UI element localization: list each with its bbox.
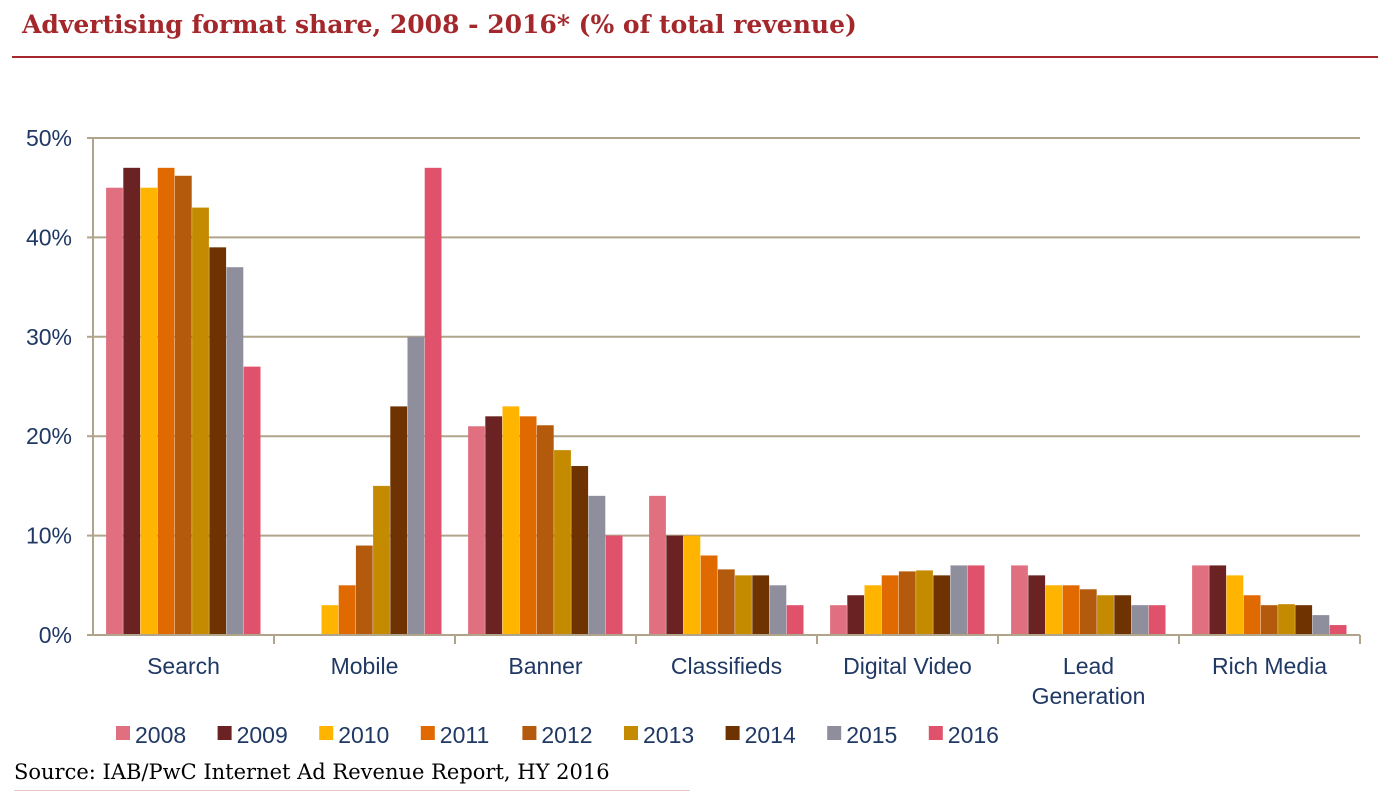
- bar-2011-search: [157, 167, 175, 635]
- legend-label: 2008: [135, 722, 186, 748]
- y-tick-label: 0%: [39, 622, 72, 648]
- chart-title: Advertising format share, 2008 - 2016* (…: [22, 10, 857, 39]
- bar-2011-mobile: [338, 585, 356, 635]
- bar-2015-mobile: [407, 336, 425, 635]
- bar-2013-rich-media: [1278, 604, 1295, 635]
- legend-swatch: [624, 726, 638, 740]
- bar-2008-banner: [468, 426, 485, 635]
- x-tick-label: Banner: [508, 653, 583, 679]
- legend-label: 2010: [338, 722, 389, 748]
- x-tick-label: Generation: [1032, 683, 1146, 709]
- source-note: Source: IAB/PwC Internet Ad Revenue Repo…: [14, 760, 610, 784]
- legend-label: 2015: [846, 722, 897, 748]
- bar-2011-banner: [519, 416, 537, 635]
- bar-2012-lead-generation: [1079, 589, 1097, 635]
- bar-2011-digital-video: [881, 575, 899, 635]
- bar-2009-rich-media: [1209, 565, 1227, 635]
- bar-2014-rich-media: [1295, 605, 1313, 635]
- bar-2016-lead-generation: [1148, 605, 1166, 635]
- bar-2015-lead-generation: [1131, 605, 1149, 635]
- bar-2015-search: [226, 267, 244, 635]
- bar-2016-rich-media: [1329, 625, 1347, 635]
- bar-2015-classifieds: [769, 585, 787, 635]
- bar-2008-search: [106, 187, 123, 635]
- bar-2013-mobile: [373, 485, 390, 635]
- bar-2012-search: [174, 175, 192, 635]
- bar-2010-banner: [502, 406, 520, 635]
- bar-2016-search: [243, 366, 261, 635]
- x-tick-label: Rich Media: [1212, 653, 1327, 679]
- bar-2012-mobile: [355, 545, 373, 635]
- bar-2011-classifieds: [700, 555, 718, 635]
- bar-2011-rich-media: [1243, 595, 1261, 635]
- bar-2014-classifieds: [752, 575, 770, 635]
- legend-swatch: [420, 726, 435, 740]
- bar-2013-lead-generation: [1097, 595, 1114, 635]
- legend-label: 2011: [440, 722, 489, 748]
- bar-2010-rich-media: [1226, 575, 1244, 635]
- legend-label: 2012: [541, 722, 592, 748]
- legend-swatch: [217, 726, 232, 740]
- legend-swatch: [928, 726, 943, 740]
- y-tick-label: 40%: [26, 224, 72, 250]
- legend-label: 2009: [237, 722, 288, 748]
- bar-2015-banner: [588, 495, 606, 635]
- bar-2014-digital-video: [933, 575, 951, 635]
- bar-2012-rich-media: [1260, 605, 1278, 635]
- bar-2010-classifieds: [683, 535, 701, 635]
- bar-2013-search: [192, 207, 209, 635]
- bar-2014-lead-generation: [1114, 595, 1132, 635]
- bar-2009-lead-generation: [1028, 575, 1046, 635]
- y-tick-label: 10%: [26, 523, 72, 549]
- x-tick-label: Digital Video: [843, 653, 972, 679]
- bar-2008-digital-video: [830, 605, 847, 635]
- bar-2008-lead-generation: [1011, 565, 1028, 635]
- bar-2009-digital-video: [847, 595, 865, 635]
- y-tick-label: 30%: [26, 324, 72, 350]
- bar-2015-rich-media: [1312, 615, 1330, 635]
- bar-2012-banner: [536, 425, 554, 635]
- title-divider: [12, 56, 1378, 58]
- y-tick-label: 50%: [26, 125, 72, 151]
- legend-swatch: [116, 726, 130, 740]
- bar-2009-banner: [485, 416, 503, 635]
- bar-2015-digital-video: [950, 565, 968, 635]
- source-underline: [14, 790, 690, 791]
- bar-2008-classifieds: [649, 495, 666, 635]
- bar-2013-banner: [554, 450, 571, 635]
- legend-label: 2016: [948, 722, 999, 748]
- bar-2010-mobile: [321, 605, 339, 635]
- legend-label: 2014: [745, 722, 796, 748]
- bar-2014-search: [209, 247, 227, 635]
- bar-2010-digital-video: [864, 585, 882, 635]
- bar-2016-mobile: [424, 167, 442, 635]
- legend-swatch: [319, 726, 334, 740]
- legend-swatch: [522, 726, 537, 740]
- bar-2014-banner: [571, 466, 589, 635]
- x-tick-label: Classifieds: [671, 653, 782, 679]
- x-tick-label: Mobile: [331, 653, 399, 679]
- bar-2016-digital-video: [967, 565, 985, 635]
- bar-2012-classifieds: [717, 569, 735, 635]
- y-tick-label: 20%: [26, 423, 72, 449]
- bar-2014-mobile: [390, 406, 408, 635]
- legend-swatch: [827, 726, 842, 740]
- legend-label: 2013: [643, 722, 694, 748]
- bar-2009-classifieds: [666, 535, 684, 635]
- x-tick-label: Lead: [1063, 653, 1114, 679]
- legend-swatch: [725, 726, 740, 740]
- bar-chart: 0% 10% 20% 30% 40% 50% Search Mobile Banner Class…: [26, 125, 1361, 748]
- bar-2008-rich-media: [1192, 565, 1209, 635]
- bar-2010-search: [140, 187, 158, 635]
- bar-2010-lead-generation: [1045, 585, 1063, 635]
- bar-2011-lead-generation: [1062, 585, 1080, 635]
- bar-2016-banner: [605, 535, 623, 635]
- bar-2016-classifieds: [786, 605, 804, 635]
- bar-2013-classifieds: [735, 575, 752, 635]
- bar-2009-search: [123, 167, 141, 635]
- x-tick-label: Search: [147, 653, 220, 679]
- bar-2012-digital-video: [898, 571, 916, 635]
- bar-2013-digital-video: [916, 570, 933, 635]
